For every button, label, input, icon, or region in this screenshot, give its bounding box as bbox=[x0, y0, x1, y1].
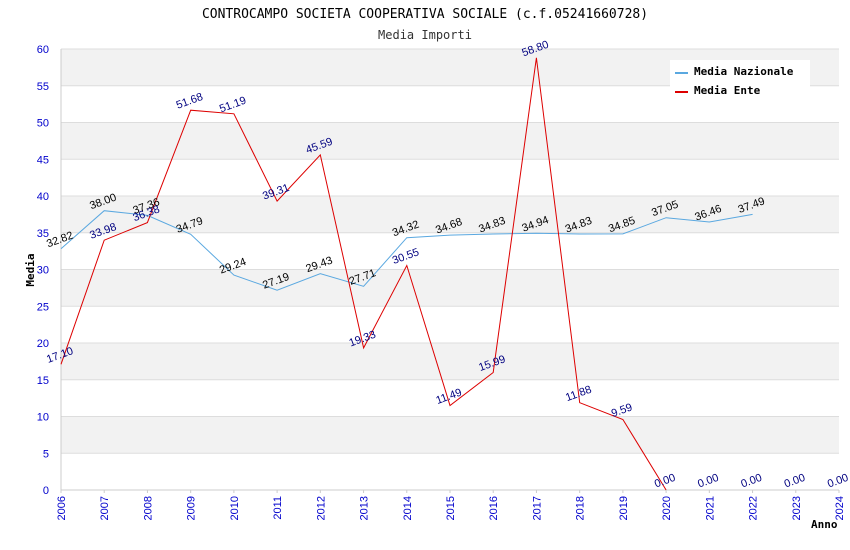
x-tick-label: 2024 bbox=[834, 496, 846, 520]
y-tick-label: 0 bbox=[43, 485, 49, 497]
series-lines bbox=[60, 57, 753, 491]
x-tick-label: 2011 bbox=[272, 496, 284, 520]
x-tick-label: 2013 bbox=[359, 496, 371, 520]
axes bbox=[60, 49, 840, 493]
chart-subtitle: Media Importi bbox=[378, 28, 472, 42]
data-label: 51.19 bbox=[218, 95, 248, 116]
x-tick-label: 2014 bbox=[402, 496, 414, 520]
x-tick-label: 2006 bbox=[56, 496, 68, 520]
x-tick-label: 2008 bbox=[142, 496, 154, 520]
y-tick-label: 55 bbox=[37, 81, 49, 93]
grid-band bbox=[61, 269, 839, 307]
x-axis-label: Anno bbox=[811, 518, 838, 531]
y-tick-label: 40 bbox=[37, 191, 49, 203]
x-tick-label: 2017 bbox=[531, 496, 543, 520]
y-tick-label: 60 bbox=[37, 44, 49, 56]
grid-band bbox=[61, 416, 839, 454]
data-label: 11.88 bbox=[564, 384, 593, 404]
x-tick-label: 2007 bbox=[99, 496, 111, 520]
x-tick-label: 2020 bbox=[661, 496, 673, 520]
x-tick-label: 2010 bbox=[229, 496, 241, 520]
legend-label-media-ente: Media Ente bbox=[694, 84, 761, 97]
grid-band bbox=[61, 122, 839, 160]
chart-title: CONTROCAMPO SOCIETA COOPERATIVA SOCIALE … bbox=[202, 7, 648, 22]
x-tick-label: 2021 bbox=[704, 496, 716, 520]
data-label: 30.55 bbox=[391, 246, 421, 267]
y-tick-label: 15 bbox=[37, 375, 49, 387]
data-label: 0.00 bbox=[826, 472, 850, 491]
x-tick-label: 2023 bbox=[791, 496, 803, 520]
data-label: 51.68 bbox=[175, 91, 205, 112]
series-line-media-nazionale bbox=[60, 210, 753, 291]
data-label: 0.00 bbox=[739, 472, 763, 491]
y-tick-label: 35 bbox=[37, 228, 49, 240]
x-tick-label: 2019 bbox=[618, 496, 630, 520]
y-tick-label: 30 bbox=[37, 265, 49, 277]
y-tick-label: 50 bbox=[37, 118, 49, 130]
x-tick-label: 2022 bbox=[748, 496, 760, 520]
x-tick-label: 2015 bbox=[445, 496, 457, 520]
legend: Media Nazionale Media Ente bbox=[670, 60, 810, 105]
x-tick-label: 2016 bbox=[488, 496, 500, 520]
y-tick-label: 20 bbox=[37, 338, 49, 350]
data-label: 11.49 bbox=[434, 387, 463, 407]
data-label: 32.82 bbox=[45, 230, 75, 251]
y-tick-labels: 0 5 10 15 20 25 30 35 40 45 50 55 60 bbox=[37, 44, 49, 497]
y-tick-label: 5 bbox=[43, 448, 49, 460]
y-tick-label: 45 bbox=[37, 154, 49, 166]
legend-box bbox=[670, 60, 810, 105]
x-tick-label: 2012 bbox=[315, 496, 327, 520]
x-tick-label: 2018 bbox=[575, 496, 587, 520]
data-label: 0.00 bbox=[696, 472, 720, 491]
legend-label-media-nazionale: Media Nazionale bbox=[694, 65, 794, 78]
y-tick-label: 25 bbox=[37, 301, 49, 313]
y-axis-label: Media bbox=[24, 253, 37, 286]
grid-band bbox=[61, 343, 839, 380]
x-tick-labels: 2006 2007 2008 2009 2010 2011 2012 2013 2014 2015… bbox=[56, 496, 846, 520]
grid-band bbox=[61, 196, 839, 233]
x-tick-label: 2009 bbox=[186, 496, 198, 520]
series-line-media-ente bbox=[60, 57, 667, 491]
data-label: 0.00 bbox=[783, 472, 807, 491]
y-tick-label: 10 bbox=[37, 412, 49, 424]
